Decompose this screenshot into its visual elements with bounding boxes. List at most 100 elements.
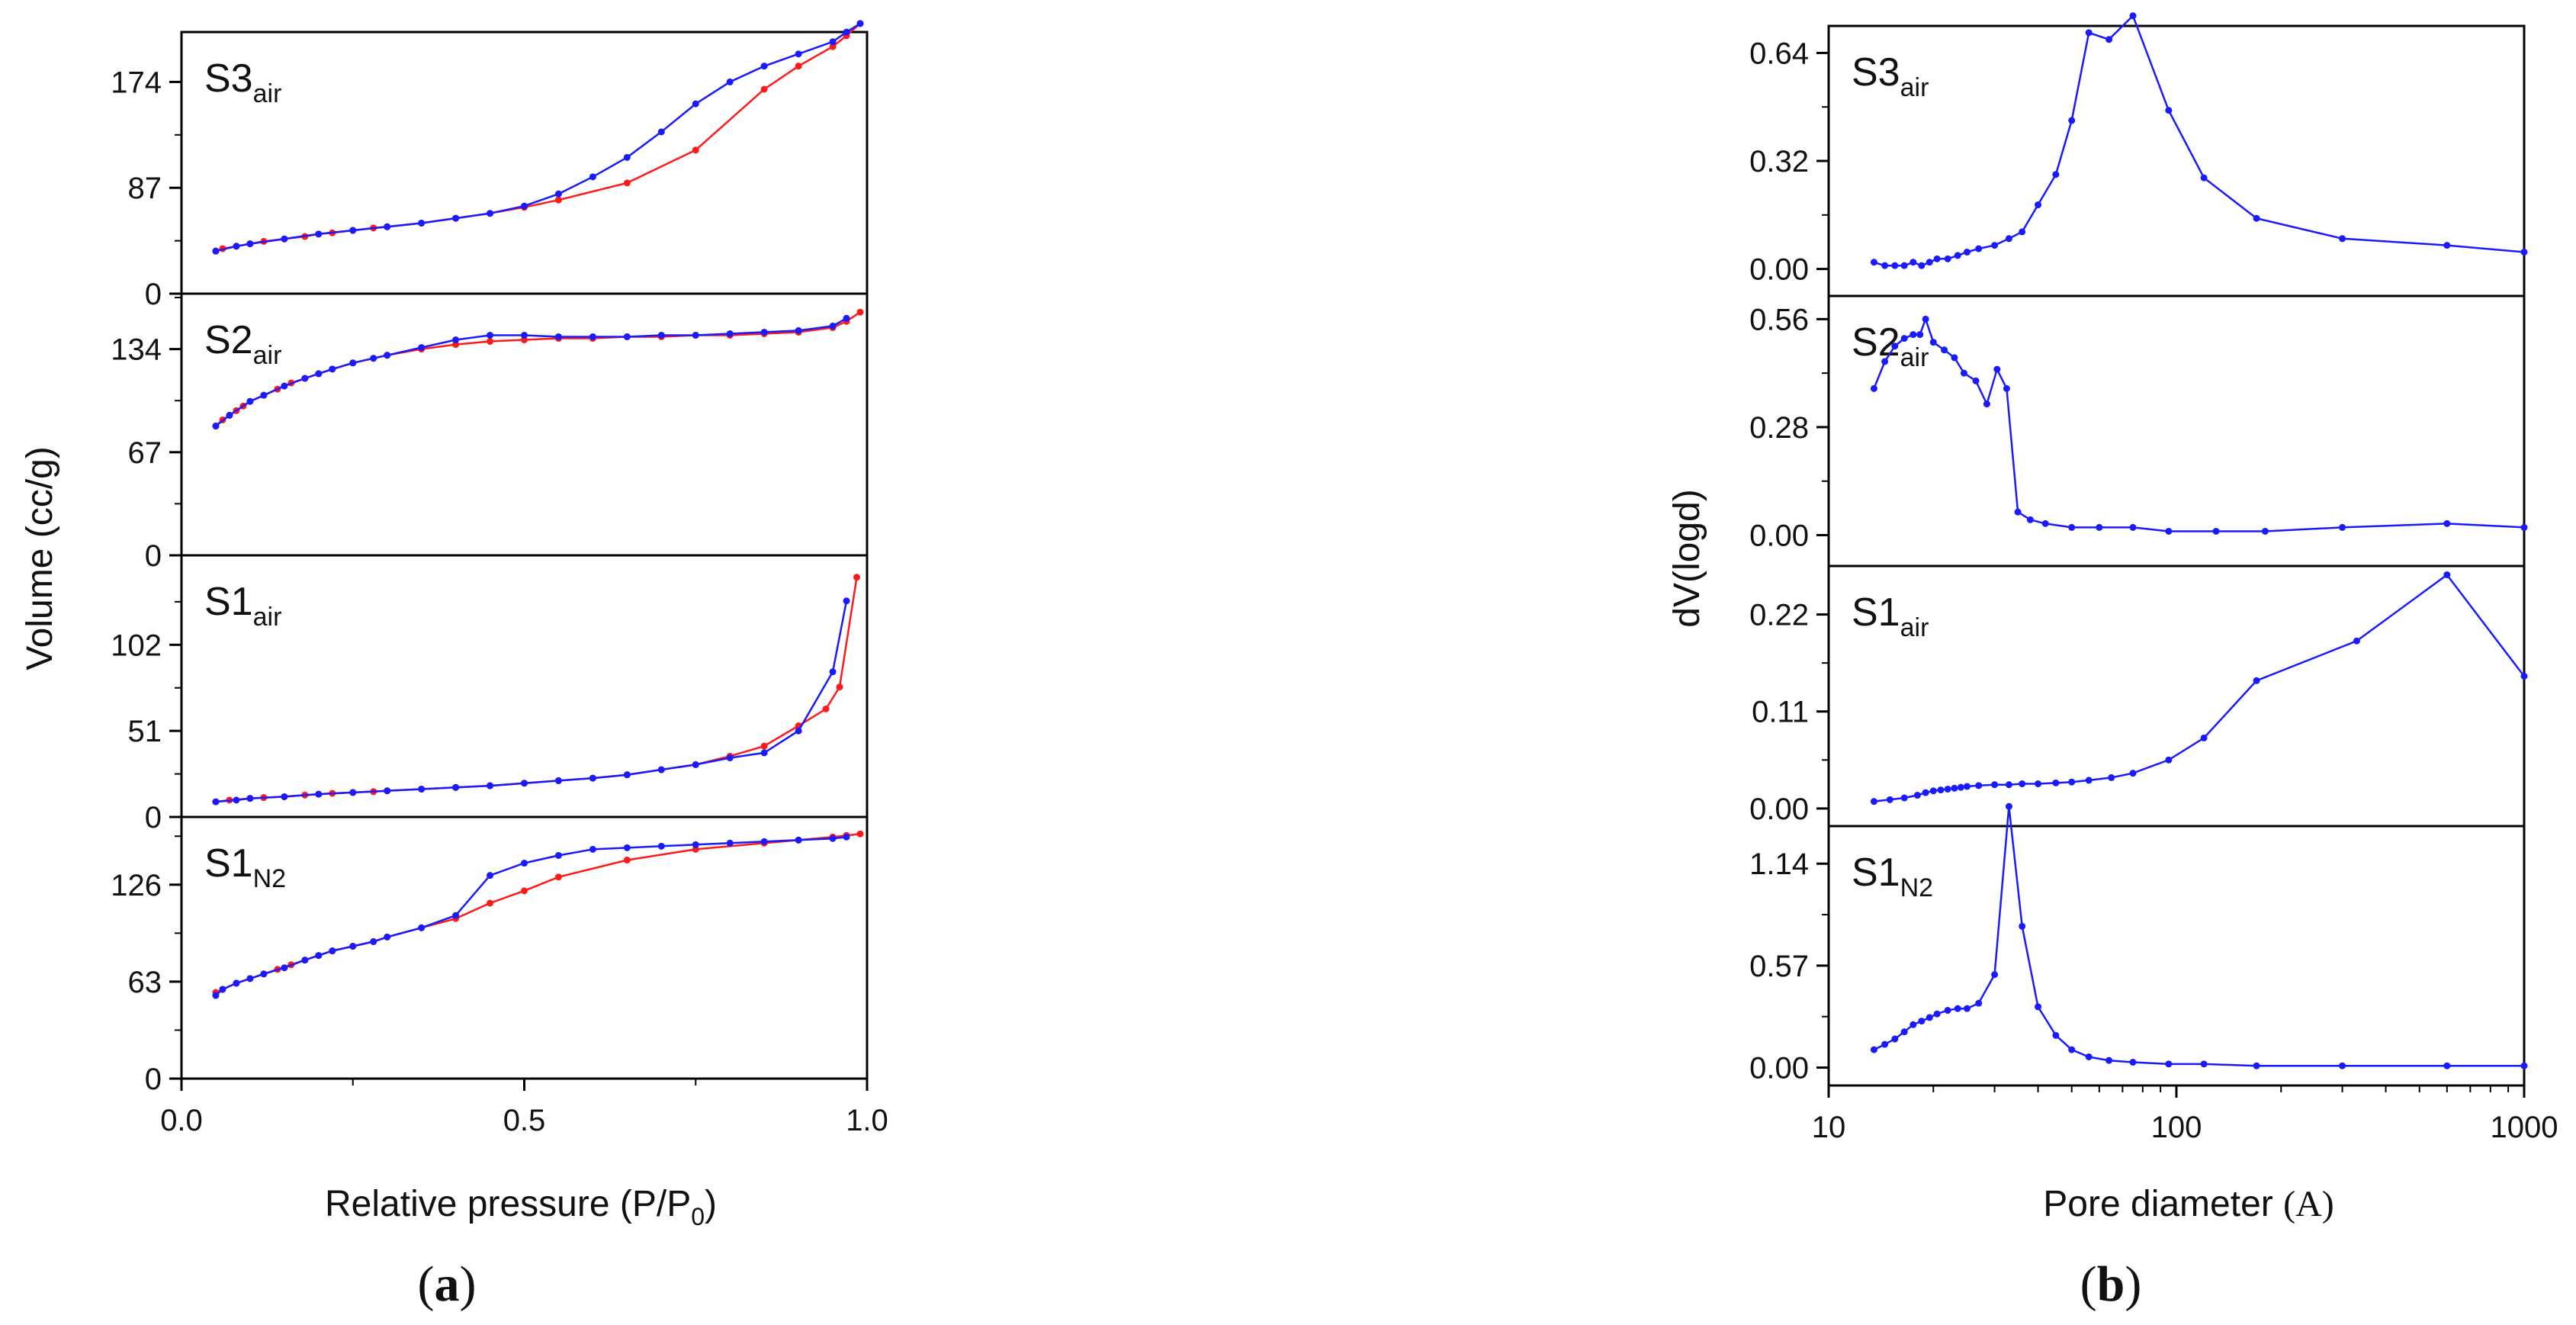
data-point-desorption <box>726 754 734 762</box>
subplot-frame <box>180 554 869 818</box>
data-point-dV <box>1991 971 1999 979</box>
data-point-desorption <box>370 937 377 945</box>
data-point-dV <box>2068 1046 2076 1053</box>
data-point-desorption <box>554 851 562 859</box>
data-point-dV <box>2005 235 2012 243</box>
data-point-dV <box>1975 782 1983 790</box>
data-point-desorption <box>315 952 323 960</box>
data-point-dV <box>2520 248 2528 256</box>
data-point-desorption <box>726 839 734 847</box>
data-point-dV <box>1963 248 1971 256</box>
data-point-adsorption <box>795 63 802 70</box>
subplot-label: S1air <box>1852 590 1929 642</box>
y-tick-label: 67 <box>128 436 162 470</box>
panel-b-label: (b) <box>2080 1256 2142 1312</box>
y-tick-label: 0 <box>145 278 162 311</box>
data-point-dV <box>2253 214 2260 222</box>
data-point-desorption <box>487 331 494 339</box>
data-point-dV <box>1975 999 1983 1007</box>
data-point-dV <box>2443 571 2451 579</box>
data-point-dV <box>1900 262 1908 269</box>
data-point-desorption <box>301 957 309 964</box>
data-point-desorption <box>623 153 631 161</box>
data-point-desorption <box>212 992 220 999</box>
y-tick-label: 0.00 <box>1749 519 1809 553</box>
data-point-desorption <box>829 668 837 676</box>
data-point-dV <box>1983 400 1990 408</box>
y-tick-label: 1.14 <box>1749 847 1809 881</box>
data-point-dV <box>2052 779 2060 786</box>
data-point-desorption <box>418 219 426 227</box>
data-point-dV <box>1886 796 1893 803</box>
data-point-dV <box>2129 12 2137 20</box>
data-point-dV <box>2129 1059 2137 1066</box>
data-point-desorption <box>384 787 391 795</box>
data-point-desorption <box>554 333 562 340</box>
data-point-dV <box>2520 672 2528 680</box>
data-point-desorption <box>657 128 665 136</box>
y-tick-label: 0.57 <box>1749 950 1809 983</box>
series-line-dV <box>1873 316 2525 532</box>
data-point-dV <box>1926 259 1933 266</box>
data-point-dV <box>1918 262 1926 269</box>
data-point-dV <box>2068 117 2076 124</box>
panel-b-ylabel: dV(logd) <box>1667 489 1707 627</box>
data-point-adsorption <box>487 338 494 346</box>
data-point-desorption <box>692 331 699 339</box>
y-tick-label: 0 <box>145 1063 162 1096</box>
data-point-dV <box>1963 1005 1971 1012</box>
data-point-dV <box>2003 384 2010 392</box>
subplot-label: S3air <box>1852 50 1929 102</box>
data-point-dV <box>2019 228 2026 236</box>
series-line-adsorption <box>215 832 861 994</box>
data-point-dV <box>1916 331 1924 339</box>
data-point-desorption <box>795 50 802 58</box>
data-point-dV <box>2253 1062 2260 1069</box>
data-point-dV <box>2353 637 2360 645</box>
data-point-dV <box>1929 787 1937 795</box>
data-point-dV <box>2035 780 2042 788</box>
y-tick-label: 134 <box>111 333 162 367</box>
data-point-desorption <box>315 230 323 238</box>
data-point-desorption <box>315 790 323 798</box>
data-point-dV <box>2005 781 2012 789</box>
y-tick-label: 0 <box>145 539 162 573</box>
series-line-desorption <box>215 600 848 803</box>
data-point-desorption <box>726 78 734 85</box>
data-point-desorption <box>487 782 494 790</box>
data-point-desorption <box>829 835 837 842</box>
data-point-desorption <box>589 774 596 782</box>
x-tick-label: 0.5 <box>503 1104 546 1137</box>
data-point-dV <box>2085 1053 2093 1060</box>
data-point-adsorption <box>554 196 562 204</box>
series-line-desorption <box>215 22 861 252</box>
data-point-desorption <box>281 235 288 243</box>
data-point-desorption <box>233 796 240 804</box>
data-point-dV <box>1951 784 1958 792</box>
data-point-desorption <box>219 986 226 993</box>
data-point-desorption <box>329 947 336 955</box>
data-point-desorption <box>315 370 323 378</box>
data-point-dV <box>1910 1021 1917 1028</box>
data-point-dV <box>1881 358 1889 365</box>
panel-b-subplot-1: 0.00 0.32 0.64 S3air <box>1749 12 2528 297</box>
data-point-dV <box>1972 377 1980 384</box>
data-point-desorption <box>589 333 596 340</box>
y-tick-label: 0.28 <box>1749 411 1809 445</box>
data-point-desorption <box>226 411 233 419</box>
data-point-desorption <box>212 798 220 806</box>
data-point-adsorption <box>760 742 768 750</box>
y-tick-label: 0.64 <box>1749 37 1809 70</box>
data-point-dV <box>2108 773 2115 781</box>
panel-a-subplot-4: 0 63 126 S1N2 <box>111 815 869 1096</box>
panel-a-subplot-2: 0 67 134 S2air <box>111 292 869 573</box>
data-point-dV <box>2085 777 2093 784</box>
data-point-dV <box>2165 527 2173 535</box>
data-point-adsorption <box>760 85 768 93</box>
series-line-desorption <box>215 835 847 996</box>
subplot-frame <box>180 31 869 295</box>
data-point-dV <box>2052 1031 2060 1039</box>
data-point-desorption <box>760 749 768 757</box>
data-point-dV <box>1913 792 1921 799</box>
y-tick-label: 0.56 <box>1749 303 1809 336</box>
